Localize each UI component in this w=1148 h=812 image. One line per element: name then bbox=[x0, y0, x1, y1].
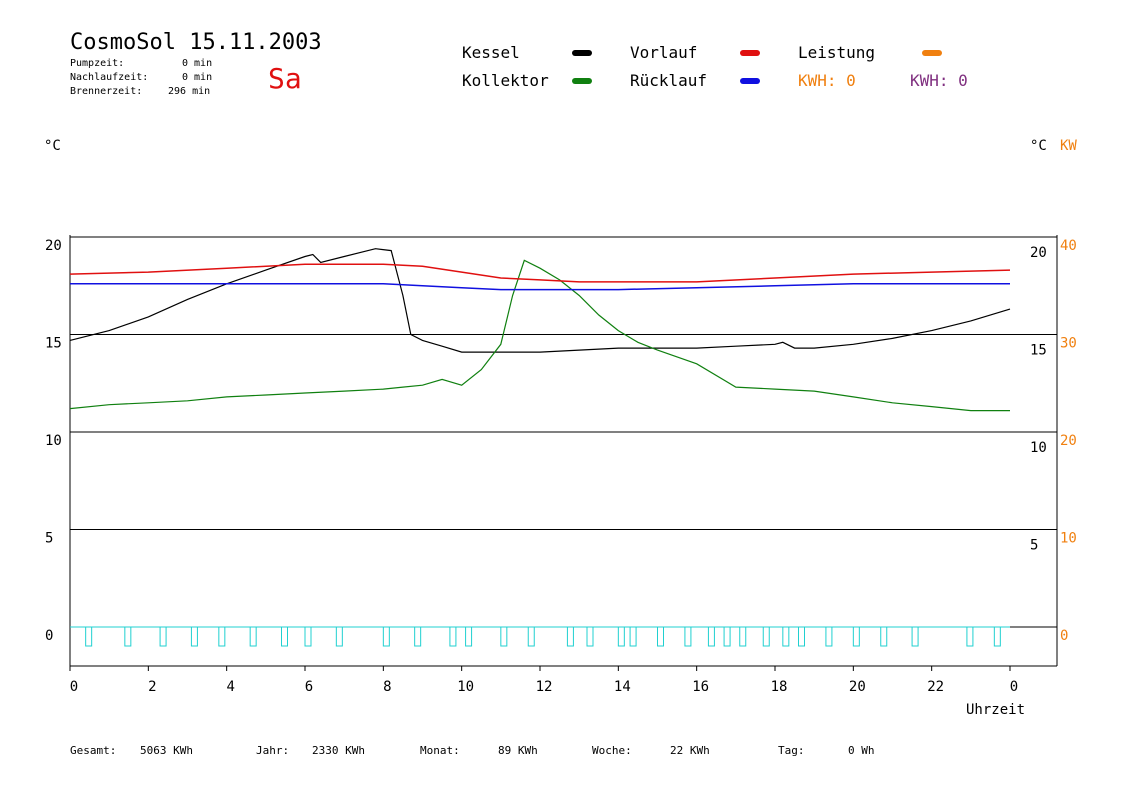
pump-pulse bbox=[739, 627, 747, 647]
pump-pulse bbox=[190, 627, 198, 647]
pump-pulse bbox=[993, 627, 1001, 647]
x-tick-label: 14 bbox=[614, 679, 631, 695]
legend-vorlauf-label: Vorlauf bbox=[630, 43, 698, 62]
y-tick-left-label: 20 bbox=[45, 238, 62, 254]
y-tick-left-label: 15 bbox=[45, 336, 62, 352]
legend-ruecklauf-swatch bbox=[740, 78, 760, 84]
pump-pulse bbox=[465, 627, 473, 647]
y-tick-right-label: 10 bbox=[1030, 440, 1047, 456]
stat-tag-value: 0 Wh bbox=[848, 744, 875, 757]
legend-leistung-swatch bbox=[922, 50, 942, 56]
x-tick-label: 12 bbox=[536, 679, 553, 695]
page-title: CosmoSol 15.11.2003 bbox=[70, 30, 322, 55]
stat-gesamt-label: Gesamt: bbox=[70, 744, 117, 757]
pump-pulse bbox=[723, 627, 731, 647]
pump-pulse bbox=[782, 627, 790, 647]
stat-woche-label: Woche: bbox=[592, 744, 632, 757]
right-axis-kw-unit: KW bbox=[1060, 138, 1077, 154]
series-line-kessel bbox=[69, 248, 1011, 353]
x-tick-label: 10 bbox=[457, 679, 474, 695]
pump-time-label: Pumpzeit: bbox=[70, 58, 125, 69]
nachlauf-time-value: 0 min bbox=[182, 72, 213, 83]
y-tick-left-label: 0 bbox=[45, 628, 53, 644]
pump-pulse bbox=[911, 627, 919, 647]
pump-pulse bbox=[586, 627, 594, 647]
legend-kwh-purple: KWH: 0 bbox=[910, 71, 968, 90]
pump-pulse bbox=[762, 627, 770, 647]
stat-monat-value: 89 KWh bbox=[498, 744, 538, 757]
weekday-label: Sa bbox=[268, 62, 302, 95]
nachlauf-time-label: Nachlaufzeit: bbox=[70, 72, 149, 83]
pump-time-value: 0 min bbox=[182, 58, 213, 69]
legend-kessel-swatch bbox=[572, 50, 592, 56]
pump-pulse bbox=[249, 627, 257, 647]
y-tick-right-label: 20 bbox=[1030, 245, 1047, 261]
pump-pulse bbox=[218, 627, 226, 647]
series-line-ruecklauf bbox=[70, 283, 1010, 291]
x-tick-label: 0 bbox=[70, 679, 78, 695]
x-tick-label: 6 bbox=[305, 679, 313, 695]
y-tick-kw-label: 40 bbox=[1060, 238, 1077, 254]
pump-pulse bbox=[684, 627, 692, 647]
right-axis-unit: °C bbox=[1030, 138, 1047, 154]
pump-pulse bbox=[707, 627, 715, 647]
y-tick-right-label: 15 bbox=[1030, 343, 1047, 359]
pump-pulse bbox=[382, 627, 390, 647]
y-tick-kw-label: 20 bbox=[1060, 433, 1077, 449]
stat-monat-label: Monat: bbox=[420, 744, 460, 757]
pump-pulse bbox=[449, 627, 457, 647]
x-tick-label: 18 bbox=[771, 679, 788, 695]
x-tick-label: 2 bbox=[148, 679, 156, 695]
y-tick-kw-label: 0 bbox=[1060, 628, 1068, 644]
y-tick-right-label: 5 bbox=[1030, 538, 1038, 554]
pump-pulse bbox=[124, 627, 132, 647]
legend-kollektor-swatch bbox=[572, 78, 592, 84]
legend-ruecklauf-label: Rücklauf bbox=[630, 71, 708, 90]
legend-kollektor-label: Kollektor bbox=[462, 71, 549, 90]
pump-pulse bbox=[566, 627, 574, 647]
stat-woche-value: 22 KWh bbox=[670, 744, 710, 757]
left-axis-unit: °C bbox=[44, 138, 61, 154]
brenner-time-value: 296 min bbox=[168, 86, 211, 97]
pump-pulse bbox=[966, 627, 974, 647]
legend-vorlauf-swatch bbox=[740, 50, 760, 56]
series-line-kollektor bbox=[69, 259, 1010, 412]
pump-pulse bbox=[304, 627, 312, 647]
pump-pulse bbox=[85, 627, 93, 647]
x-tick-label: 4 bbox=[226, 679, 234, 695]
pump-pulse bbox=[159, 627, 167, 647]
pump-pulse bbox=[629, 627, 637, 647]
pump-pulse bbox=[657, 627, 664, 647]
pump-pulse bbox=[798, 627, 805, 647]
pump-pulse bbox=[880, 627, 888, 647]
x-tick-label: 0 bbox=[1010, 679, 1018, 695]
y-tick-kw-label: 10 bbox=[1060, 531, 1077, 547]
pump-pulse bbox=[281, 627, 288, 647]
legend-kessel-label: Kessel bbox=[462, 43, 520, 62]
stat-jahr-value: 2330 KWh bbox=[312, 744, 365, 757]
pump-pulse bbox=[414, 627, 422, 647]
x-tick-label: 16 bbox=[692, 679, 709, 695]
pump-pulse bbox=[527, 627, 535, 647]
x-tick-label: 20 bbox=[849, 679, 866, 695]
y-tick-kw-label: 30 bbox=[1060, 336, 1077, 352]
legend-kwh-orange: KWH: 0 bbox=[798, 71, 856, 90]
pump-pulse bbox=[852, 627, 860, 647]
stat-gesamt-value: 5063 KWh bbox=[140, 744, 193, 757]
stat-tag-label: Tag: bbox=[778, 744, 805, 757]
series-line-vorlauf bbox=[69, 263, 1011, 283]
x-tick-label: 8 bbox=[383, 679, 391, 695]
pump-pulse bbox=[500, 627, 508, 647]
pump-pulse bbox=[617, 627, 625, 647]
y-tick-left-label: 10 bbox=[45, 433, 62, 449]
pump-pulse bbox=[825, 627, 833, 647]
pump-pulse bbox=[335, 627, 343, 647]
y-tick-left-label: 5 bbox=[45, 531, 53, 547]
x-axis-label: Uhrzeit bbox=[966, 702, 1026, 718]
brenner-time-label: Brennerzeit: bbox=[70, 86, 143, 97]
x-tick-label: 22 bbox=[927, 679, 944, 695]
legend-leistung-label: Leistung bbox=[798, 43, 876, 62]
stat-jahr-label: Jahr: bbox=[256, 744, 290, 757]
